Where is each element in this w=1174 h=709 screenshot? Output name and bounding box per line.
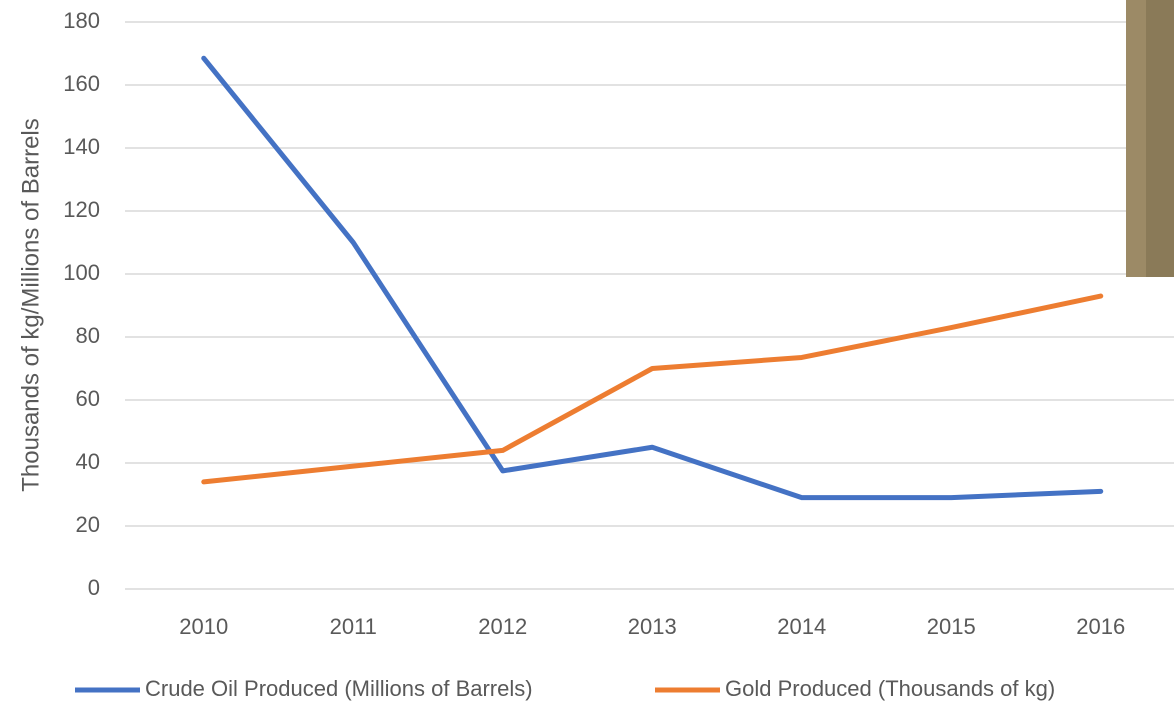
x-tick-label: 2011 [330,614,377,639]
legend-label: Gold Produced (Thousands of kg) [725,676,1055,701]
y-tick-label: 100 [63,260,100,285]
y-tick-label: 80 [76,323,100,348]
chart: Thousands of kg/Millions of Barrels 0 20 4… [0,0,1174,709]
grid [125,22,1174,589]
y-tick-label: 180 [63,8,100,33]
lines [204,58,1101,497]
y-tick-label: 160 [63,71,100,96]
y-tick-label: 0 [88,575,100,600]
photo-shade [1126,0,1146,277]
x-tick-label: 2012 [478,614,527,639]
y-tick-label: 140 [63,134,100,159]
page: {"chart_data": { "type": "line", "y_labe… [0,0,1174,709]
x-tick-label: 2016 [1076,614,1125,639]
x-tick-label: 2010 [179,614,228,639]
x-tick-label: 2015 [927,614,976,639]
y-tick-label: 60 [76,386,100,411]
y-tick-label: 40 [76,449,100,474]
legend-label: Crude Oil Produced (Millions of Barrels) [145,676,533,701]
y-tick-label: 20 [76,512,100,537]
series-line [204,58,1101,497]
series-line [204,296,1101,482]
x-tick-label: 2014 [777,614,826,639]
y-axis-label: Thousands of kg/Millions of Barrels [17,118,44,492]
x-tick-label: 2013 [628,614,677,639]
y-tick-label: 120 [63,197,100,222]
